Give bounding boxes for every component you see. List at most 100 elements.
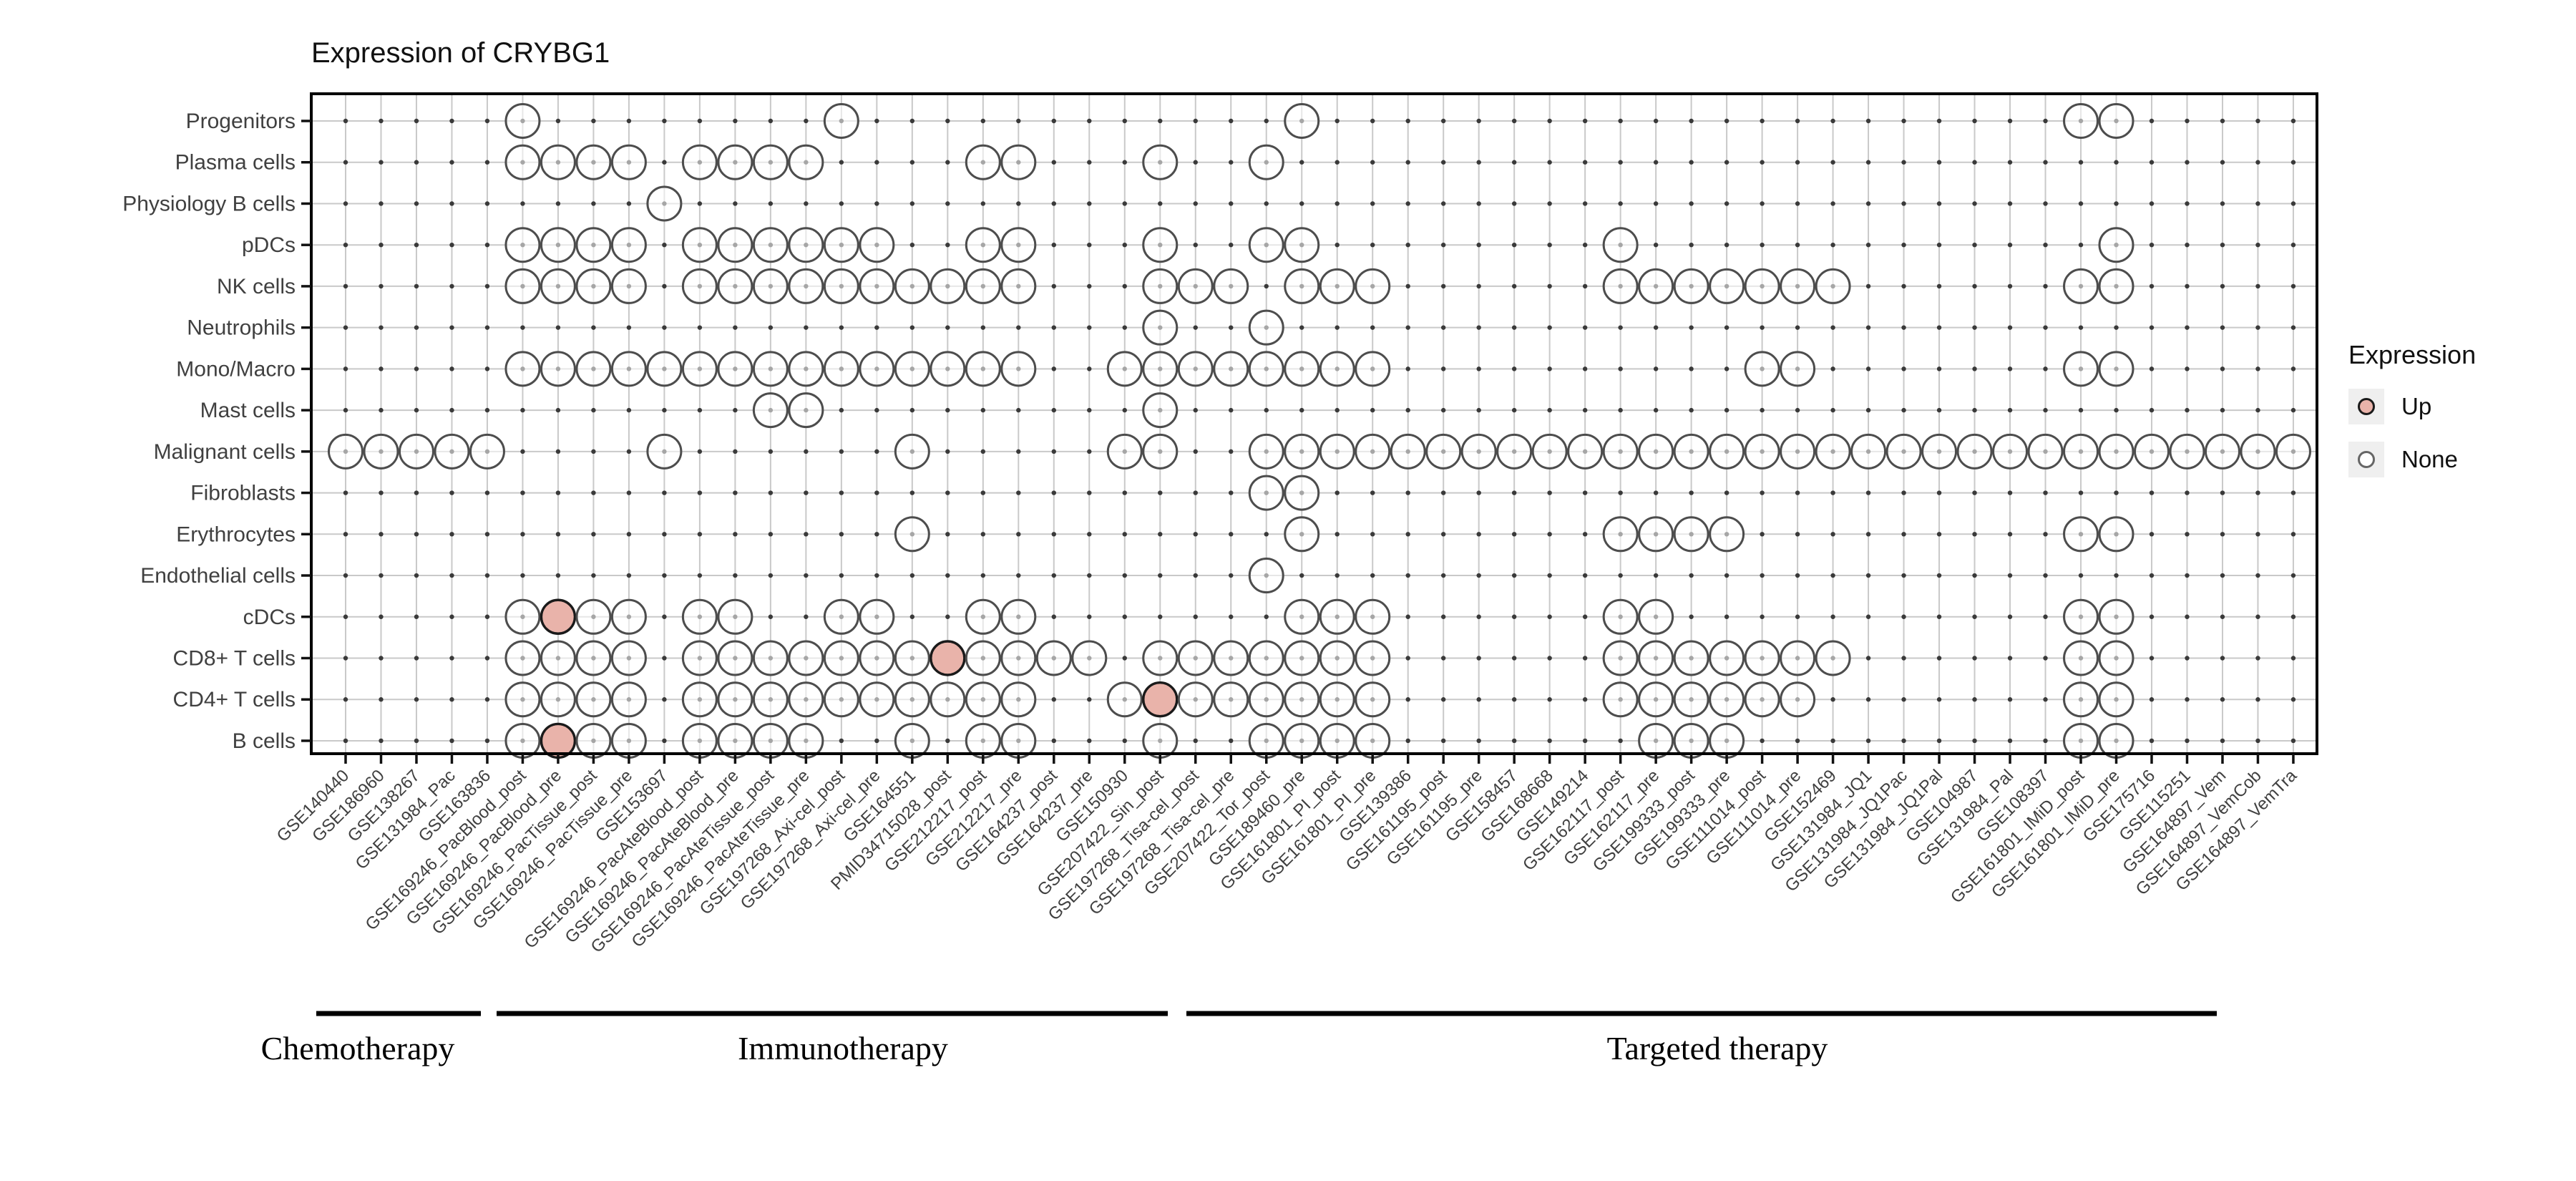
- grid-point: [555, 407, 561, 413]
- expression-dot-none: [1284, 351, 1320, 387]
- grid-point: [1547, 201, 1552, 206]
- expression-dot-none: [2275, 433, 2311, 470]
- grid-point: [343, 532, 348, 537]
- grid-point: [2114, 201, 2119, 206]
- grid-point: [414, 614, 419, 619]
- expression-dot-none: [575, 268, 612, 304]
- grid-point: [1051, 490, 1057, 495]
- expression-dot-none: [965, 268, 1001, 304]
- grid-point: [1547, 118, 1552, 124]
- grid-point: [2185, 283, 2190, 289]
- y-axis-label: Progenitors: [186, 110, 296, 133]
- grid-point: [2043, 697, 2048, 702]
- expression-dot-none: [1106, 681, 1143, 718]
- grid-point: [1264, 614, 1269, 619]
- expression-dot-none: [2063, 640, 2099, 676]
- grid-point: [449, 325, 454, 330]
- grid-point: [2255, 573, 2260, 578]
- expression-dot-none: [1213, 640, 1249, 676]
- grid-point: [839, 160, 844, 165]
- expression-dot-none: [2063, 433, 2099, 470]
- grid-point: [379, 738, 384, 744]
- expression-dot-none: [2098, 516, 2135, 553]
- grid-point: [1087, 614, 1092, 619]
- grid-point: [379, 366, 384, 371]
- grid-point: [484, 242, 490, 248]
- grid-point: [662, 656, 667, 661]
- grid-point: [2078, 407, 2084, 413]
- grid-point: [2149, 160, 2155, 165]
- grid-point: [484, 407, 490, 413]
- expression-dot-none: [1780, 351, 1816, 387]
- expression-dot-none: [717, 227, 753, 263]
- grid-point: [2185, 325, 2190, 330]
- grid-point: [1440, 118, 1446, 124]
- grid-point: [1511, 614, 1517, 619]
- grid-point: [1511, 201, 1517, 206]
- grid-point: [1936, 283, 1942, 289]
- grid-point: [804, 614, 809, 619]
- grid-point: [343, 118, 348, 124]
- grid-point: [1795, 738, 1800, 744]
- grid-point: [520, 532, 525, 537]
- expression-dot-none: [1248, 227, 1284, 263]
- grid-point: [1865, 160, 1871, 165]
- expression-dot-none: [1780, 640, 1816, 676]
- grid-point: [2043, 242, 2048, 248]
- grid-point: [839, 325, 844, 330]
- grid-point: [520, 449, 525, 455]
- expression-dot-none: [1425, 433, 1462, 470]
- expression-dot-up: [540, 598, 577, 635]
- grid-point: [484, 738, 490, 744]
- grid-point: [980, 532, 986, 537]
- expression-dot-none: [1213, 351, 1249, 387]
- expression-dot-none: [2063, 268, 2099, 304]
- grid-point: [1193, 325, 1198, 330]
- grid-point: [626, 118, 632, 124]
- grid-point: [1476, 490, 1481, 495]
- grid-point: [980, 118, 986, 124]
- plot-frame: [310, 92, 2318, 755]
- y-axis-label: CD8+ T cells: [173, 646, 296, 670]
- grid-point: [2220, 697, 2225, 702]
- grid-point: [1689, 573, 1694, 578]
- grid-point: [909, 118, 915, 124]
- grid-point: [2007, 614, 2013, 619]
- grid-point: [626, 490, 632, 495]
- grid-point: [1653, 201, 1659, 206]
- grid-point: [1440, 201, 1446, 206]
- grid-point: [1865, 407, 1871, 413]
- group-label-immunotherapy: Immunotherapy: [738, 1030, 948, 1066]
- grid-point: [1618, 407, 1623, 413]
- grid-point: [2078, 160, 2084, 165]
- grid-point: [1936, 614, 1942, 619]
- grid-point: [484, 366, 490, 371]
- grid-point: [1865, 738, 1871, 744]
- grid-point: [626, 201, 632, 206]
- grid-point: [662, 532, 667, 537]
- grid-point: [804, 449, 809, 455]
- grid-point: [591, 573, 596, 578]
- y-axis-label: Neutrophils: [187, 316, 296, 340]
- grid-point: [1335, 407, 1340, 413]
- expression-dot-none: [1177, 351, 1214, 387]
- expression-dot-none: [1815, 640, 1851, 676]
- grid-point: [1440, 242, 1446, 248]
- grid-point: [1936, 738, 1942, 744]
- grid-point: [1051, 697, 1057, 702]
- grid-point: [1476, 656, 1481, 661]
- expression-dot-none: [1602, 433, 1639, 470]
- grid-point: [1901, 697, 1906, 702]
- grid-point: [662, 573, 667, 578]
- legend-key-none: [2348, 442, 2384, 477]
- grid-point: [1547, 242, 1552, 248]
- grid-point: [874, 201, 879, 206]
- grid-point: [2255, 160, 2260, 165]
- grid-point: [2149, 366, 2155, 371]
- grid-point: [2007, 697, 2013, 702]
- grid-point: [1370, 573, 1375, 578]
- grid-point: [626, 573, 632, 578]
- expression-dot-none: [1638, 516, 1674, 553]
- grid-point: [1547, 697, 1552, 702]
- grid-point: [1370, 407, 1375, 413]
